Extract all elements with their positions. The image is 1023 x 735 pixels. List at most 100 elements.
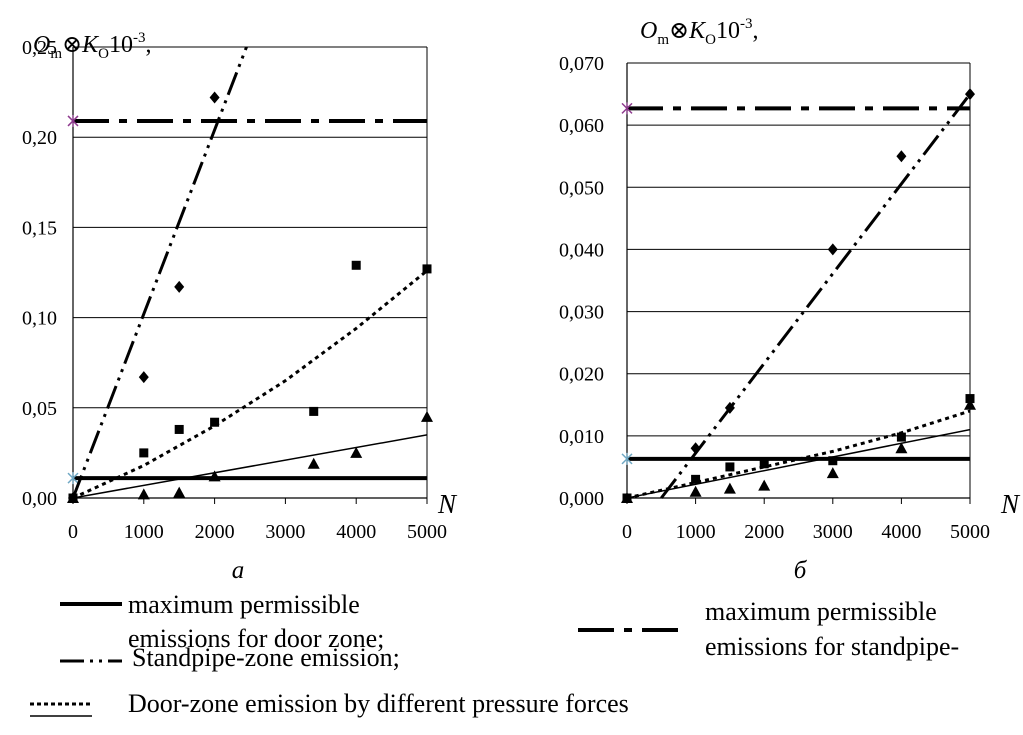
data-point-square — [174, 424, 184, 434]
y-axis-label-op: ⊗ — [62, 32, 82, 58]
y-axis-label-tail: 10 — [109, 32, 133, 58]
legend-item-dash-dot: maximum permissible emissions for standpi… — [578, 597, 959, 661]
data-point-square — [725, 462, 735, 472]
legend-label: Door-zone emission by different pressure… — [128, 689, 629, 718]
data-point-triangle — [964, 398, 976, 410]
data-point-square — [691, 474, 701, 484]
data-point-diamond — [724, 401, 735, 414]
data-point-triangle — [826, 467, 839, 479]
data-point-diamond — [965, 88, 975, 101]
y-axis-label: Om⊗KO10-3, — [33, 30, 151, 62]
trendline-triangle — [73, 434, 427, 499]
y-axis-label-base: O — [33, 32, 50, 58]
y-tick-label: 0,040 — [559, 239, 604, 261]
y-tick-label: 0,15 — [22, 217, 57, 239]
x-tick-label: 0 — [68, 521, 78, 543]
y-tick-label: 0,000 — [559, 488, 604, 510]
x-axis-label: N — [437, 489, 458, 519]
x-tick-label: 4000 — [881, 521, 921, 543]
data-point-triangle — [307, 457, 320, 469]
y-axis-label-op: ⊗ — [669, 18, 689, 44]
y-axis-label-k-sub: O — [98, 46, 109, 62]
data-point-triangle — [895, 442, 908, 454]
x-tick-label: 0 — [622, 521, 632, 543]
x-tick-label: 3000 — [265, 521, 305, 543]
y-tick-label: 0,00 — [22, 488, 57, 510]
data-point-diamond — [209, 91, 220, 104]
data-point-diamond — [896, 150, 907, 163]
data-point-triangle — [208, 470, 221, 482]
data-point-square — [896, 432, 906, 442]
legend-label: emissions for door zone; — [128, 624, 384, 653]
x-axis-label: N — [1000, 489, 1021, 519]
data-point-square — [965, 394, 975, 404]
data-point-square — [210, 417, 220, 427]
y-axis-label-base-sub: m — [657, 32, 669, 48]
x-tick-label: 5000 — [407, 521, 447, 543]
y-axis-label-tail: 10 — [716, 18, 740, 44]
data-point-diamond — [690, 442, 701, 455]
data-point-square — [309, 406, 319, 416]
y-tick-label: 0,05 — [22, 398, 57, 420]
x-tick-label: 4000 — [336, 521, 376, 543]
legend-item-dotted-over-solid: Door-zone emission by different pressure… — [30, 689, 629, 718]
panel-caption: а — [232, 557, 245, 584]
trendline-triangle — [627, 428, 970, 499]
y-axis-label-base: O — [640, 18, 657, 44]
data-point-triangle — [67, 492, 79, 503]
data-point-square — [139, 448, 149, 458]
y-tick-label: 0,20 — [22, 127, 57, 149]
data-point-diamond — [174, 280, 185, 293]
data-point-diamond — [827, 243, 838, 256]
limit-cross-marker — [621, 452, 633, 465]
legend-item-thick-solid: maximum permissible emissions for door zo… — [60, 590, 384, 653]
data-point-triangle — [173, 486, 186, 498]
y-axis-label-base-sub: m — [50, 46, 62, 62]
trendline-diamond — [73, 46, 248, 499]
legend-item-dash-dot-dot: Standpipe-zone emission; — [60, 643, 400, 672]
data-point-triangle — [137, 488, 150, 500]
y-tick-label: 0,030 — [559, 302, 604, 324]
y-axis-label-exp: -3 — [740, 16, 753, 32]
legend-label: maximum permissible — [705, 597, 937, 626]
y-axis-label: Om⊗KO10-3, — [640, 16, 758, 48]
data-point-square — [759, 459, 769, 469]
limit-cross-marker — [621, 102, 633, 115]
data-point-square — [828, 456, 838, 466]
limit-cross-marker — [67, 472, 79, 485]
y-axis-label-k: K — [688, 18, 707, 44]
x-tick-label: 5000 — [950, 521, 990, 543]
y-tick-label: 0,070 — [559, 53, 604, 75]
trendline-square — [627, 409, 970, 500]
x-tick-label: 2000 — [195, 521, 235, 543]
data-point-triangle — [350, 446, 363, 458]
trendline-diamond — [660, 93, 970, 499]
y-axis-label-k: K — [81, 32, 100, 58]
legend: maximum permissible emissions for door zo… — [30, 590, 959, 718]
y-tick-label: 0,10 — [22, 308, 57, 330]
data-point-triangle — [723, 482, 736, 494]
data-point-triangle — [621, 492, 633, 503]
data-point-triangle — [421, 410, 433, 422]
y-axis-label-exp: -3 — [133, 30, 146, 46]
y-tick-label: 0,060 — [559, 115, 604, 137]
chart-panel-a: 0,00 0,05 0,10 0,15 0,20 0,25 0 1000 2000 3000 400… — [22, 30, 458, 584]
y-tick-label: 0,25 — [22, 37, 57, 59]
legend-label: emissions for standpipe- — [705, 632, 959, 661]
x-tick-label: 1000 — [124, 521, 164, 543]
y-axis-label-end: , — [145, 32, 151, 58]
data-point-triangle — [689, 485, 702, 497]
panel-caption: б — [794, 557, 808, 584]
data-point-triangle — [758, 479, 771, 491]
x-tick-label: 2000 — [744, 521, 784, 543]
data-point-diamond — [138, 371, 149, 384]
x-tick-label: 3000 — [813, 521, 853, 543]
legend-label: Standpipe-zone emission; — [132, 643, 400, 672]
y-tick-label: 0,050 — [559, 177, 604, 199]
legend-label: maximum permissible — [128, 590, 360, 619]
x-tick-label: 1000 — [676, 521, 716, 543]
limit-cross-marker — [67, 114, 79, 127]
y-axis-label-k-sub: O — [705, 32, 716, 48]
data-point-square — [351, 260, 361, 270]
